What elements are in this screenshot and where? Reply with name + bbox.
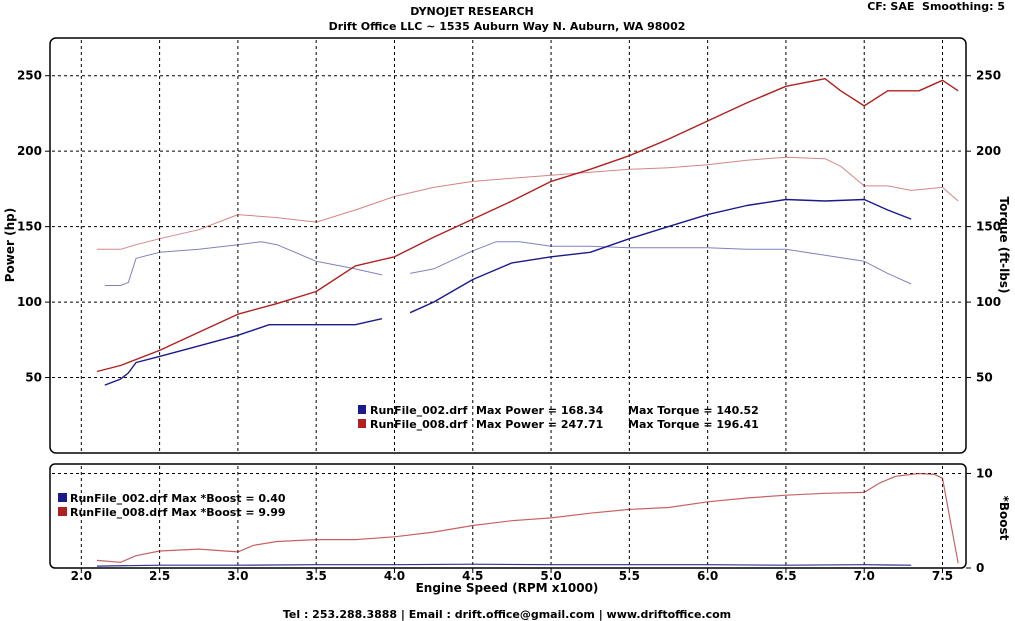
legend-max-power-run008: Max Power = 247.71 (476, 418, 603, 431)
boost-legend-entry-run002: RunFile_002.drf Max *Boost = 0.40 (58, 492, 286, 505)
power-tick-label-0: 50 (25, 371, 42, 385)
legend-file-run008: RunFile_008.drf (370, 418, 468, 431)
boost-legend-swatch-run008 (58, 507, 67, 516)
main-series-layer (96, 78, 959, 386)
legend-entry-run002: RunFile_002.drf Max Power = 168.34 Max T… (358, 404, 759, 417)
torque-tick-label-1: 100 (976, 295, 1001, 309)
rpm-axis: 2.0 2.5 3.0 3.5 4.0 4.5 5.0 5.5 6.0 6.5 7.0 7.5 (71, 568, 953, 583)
rpm-tick-label-8: 6.0 (697, 569, 718, 583)
power-tick-label-1: 100 (17, 295, 42, 309)
legend-max-power-run002: Max Power = 168.34 (476, 404, 604, 417)
torque-axis: 50 100 150 200 250 (966, 69, 1001, 385)
header-settings: CF: SAE Smoothing: 5 (867, 0, 1005, 13)
rpm-tick-label-9: 6.5 (775, 569, 796, 583)
legend-swatch-run002 (358, 405, 366, 414)
boost-legend-label-run008: RunFile_008.drf Max *Boost = 9.99 (70, 506, 286, 519)
rpm-tick-label-1: 2.5 (149, 569, 170, 583)
main-plot-frame (49, 37, 967, 454)
torque-tick-label-0: 50 (976, 371, 993, 385)
boost-legend-label-run002: RunFile_002.drf Max *Boost = 0.40 (70, 492, 286, 505)
torque-tick-label-3: 200 (976, 144, 1001, 158)
footer-contact: Tel : 253.288.3888 | Email : drift.offic… (283, 608, 731, 621)
boost-tick-label-1: 10 (976, 466, 993, 480)
header-company: DYNOJET RESEARCH (410, 5, 533, 18)
boost-axis: 0 10 (966, 466, 993, 575)
rpm-tick-label-5: 4.5 (462, 569, 483, 583)
boost-legend-swatch-run002 (58, 493, 67, 502)
boost-series-runfile_002-drfboost (96, 563, 912, 567)
boost-axis-label: *Boost (997, 496, 1011, 541)
boost-grid (52, 466, 964, 566)
rpm-tick-label-7: 5.5 (619, 569, 640, 583)
legend-swatch-run008 (358, 419, 366, 428)
rpm-tick-label-6: 5.0 (540, 569, 561, 583)
boost-series-layer (96, 472, 959, 567)
rpm-axis-label: Engine Speed (RPM x1000) (416, 581, 599, 595)
series-runfile_002-drfpower (104, 198, 912, 386)
boost-legend-entry-run008: RunFile_008.drf Max *Boost = 9.99 (58, 506, 286, 519)
boost-series-runfile_008-drfboost (96, 472, 959, 564)
torque-axis-label: Torque (ft-lbs) (997, 197, 1011, 294)
rpm-tick-label-0: 2.0 (71, 569, 92, 583)
legend-max-torque-run008: Max Torque = 196.41 (628, 418, 759, 431)
rpm-tick-label-11: 7.5 (932, 569, 953, 583)
rpm-tick-label-10: 7.0 (854, 569, 875, 583)
boost-tick-label-0: 0 (976, 561, 984, 575)
series-runfile_008-drfpower (96, 78, 959, 373)
main-grid (52, 40, 964, 451)
power-tick-label-3: 200 (17, 144, 42, 158)
power-axis-label: Power (hp) (3, 208, 17, 282)
power-axis: 50 100 150 200 250 (17, 69, 50, 385)
series-runfile_002-drftorque (104, 241, 912, 286)
power-tick-label-4: 250 (17, 69, 42, 83)
rpm-tick-label-2: 3.0 (227, 569, 248, 583)
torque-tick-label-2: 150 (976, 220, 1001, 234)
legend-file-run002: RunFile_002.drf (370, 404, 468, 417)
rpm-tick-label-3: 3.5 (306, 569, 327, 583)
legend-entry-run008: RunFile_008.drf Max Power = 247.71 Max T… (358, 418, 759, 431)
rpm-tick-label-4: 4.0 (384, 569, 405, 583)
torque-tick-label-4: 250 (976, 69, 1001, 83)
power-tick-label-2: 150 (17, 220, 42, 234)
series-runfile_008-drftorque (97, 156, 959, 250)
main-legend: RunFile_002.drf Max Power = 168.34 Max T… (358, 404, 759, 431)
legend-max-torque-run002: Max Torque = 140.52 (628, 404, 759, 417)
header-address: Drift Office LLC ~ 1535 Auburn Way N. Au… (329, 20, 686, 33)
boost-legend: RunFile_002.drf Max *Boost = 0.40 RunFil… (58, 492, 286, 519)
